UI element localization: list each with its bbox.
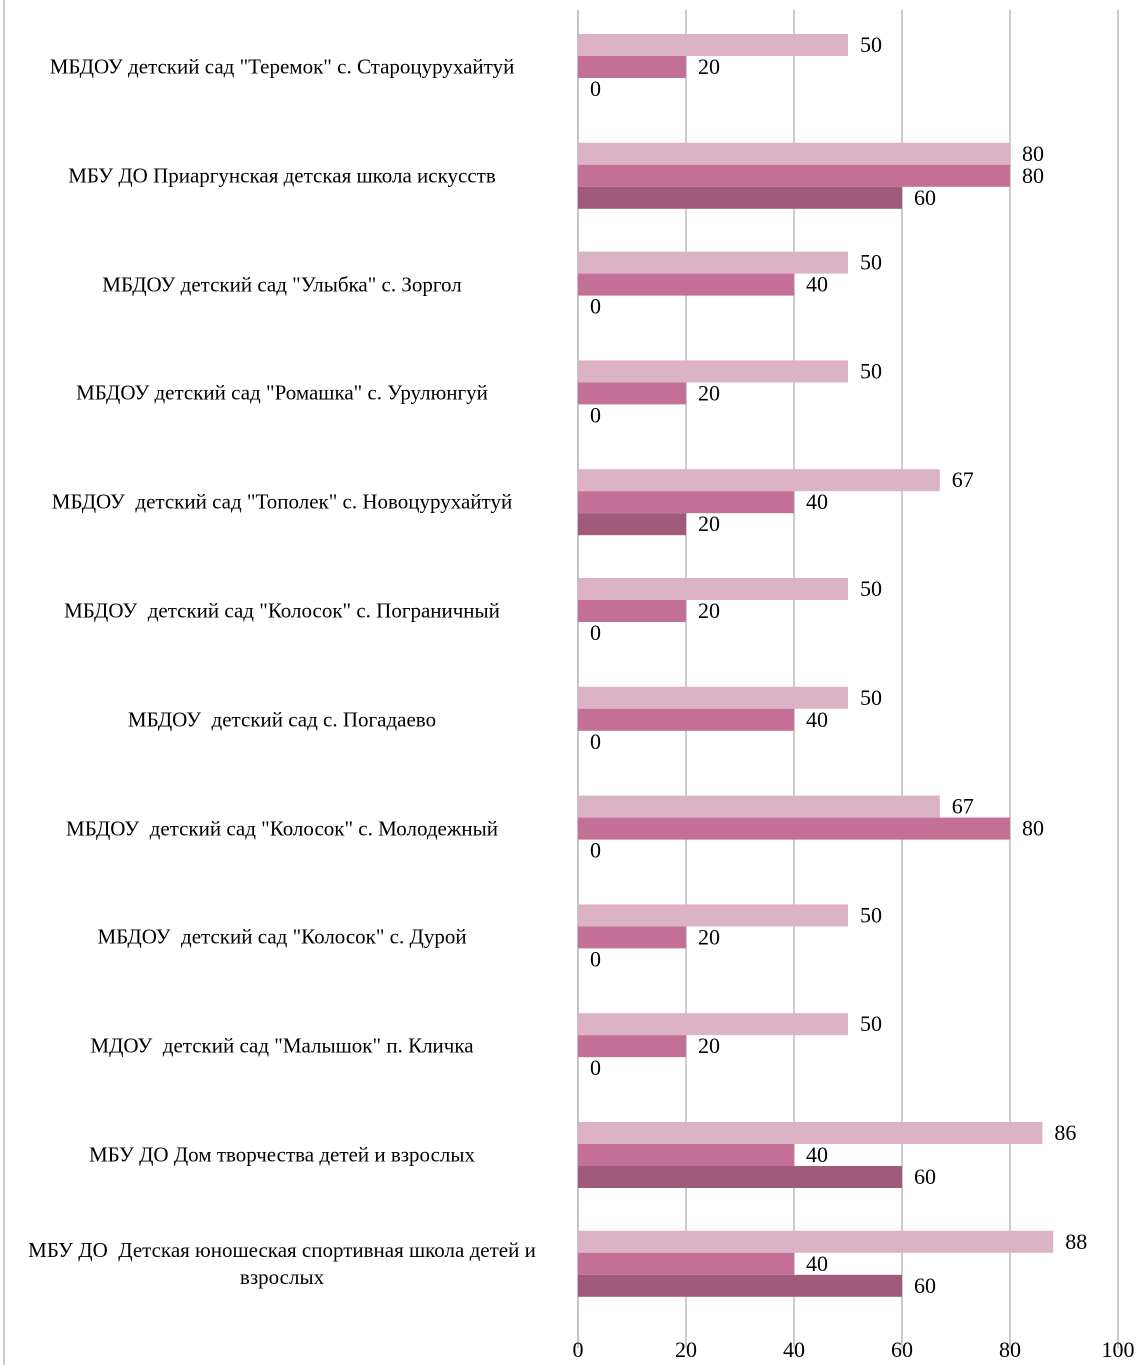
data-label: 40 <box>806 489 828 514</box>
x-tick-label: 80 <box>999 1337 1021 1362</box>
data-label: 0 <box>590 1055 601 1080</box>
data-label: 0 <box>590 946 601 971</box>
data-label: 20 <box>698 1033 720 1058</box>
bar <box>578 491 794 514</box>
bar <box>578 817 1010 840</box>
bar <box>578 708 794 731</box>
data-label: 50 <box>860 250 882 275</box>
data-label: 60 <box>914 1164 936 1189</box>
data-label: 40 <box>806 272 828 297</box>
data-label: 0 <box>590 620 601 645</box>
bar <box>578 1166 902 1188</box>
category-label: МБДОУ детский сад с. Погадаево <box>127 707 437 732</box>
category-label: МБУ ДО Детская юношеская спортивная школ… <box>28 1237 542 1289</box>
category-label: МБДОУ детский сад "Колосок" с. Дурой <box>97 924 467 949</box>
data-label: 20 <box>698 511 720 536</box>
bar <box>578 1122 1043 1144</box>
data-label: 0 <box>590 838 601 863</box>
bar <box>578 382 686 405</box>
bar <box>578 251 848 274</box>
data-label: 50 <box>860 32 882 57</box>
bar <box>578 1252 794 1275</box>
x-tick-label: 20 <box>675 1337 697 1362</box>
bar <box>578 142 1010 165</box>
x-tick-label: 60 <box>891 1337 913 1362</box>
bar <box>578 469 940 492</box>
data-label: 0 <box>590 76 601 101</box>
category-label: МБДОУ детский сад "Колосок" с. Пограничн… <box>64 598 500 623</box>
bar <box>578 164 1010 187</box>
data-label: 60 <box>914 1273 936 1298</box>
data-label: 40 <box>806 707 828 732</box>
data-label: 67 <box>952 794 974 819</box>
data-label: 20 <box>698 598 720 623</box>
data-label: 50 <box>860 576 882 601</box>
bar <box>578 186 902 209</box>
bar <box>578 360 848 383</box>
bar <box>578 795 940 818</box>
category-label: МБДОУ детский сад "Колосок" с. Молодежны… <box>66 816 498 841</box>
data-label: 80 <box>1022 163 1044 188</box>
data-label: 50 <box>860 685 882 710</box>
data-label: 80 <box>1022 816 1044 841</box>
data-label: 0 <box>590 402 601 427</box>
data-label: 20 <box>698 54 720 79</box>
data-label: 50 <box>860 1011 882 1036</box>
data-label: 20 <box>698 924 720 949</box>
bar <box>578 34 848 56</box>
data-label: 88 <box>1065 1229 1087 1254</box>
bar <box>578 1274 902 1297</box>
bar <box>578 1035 686 1058</box>
data-label: 20 <box>698 380 720 405</box>
data-label: 0 <box>590 729 601 754</box>
data-label: 50 <box>860 902 882 927</box>
data-label: 60 <box>914 185 936 210</box>
data-label: 80 <box>1022 141 1044 166</box>
data-label: 0 <box>590 294 601 319</box>
category-label: МДОУ детский сад "Малышок" п. Кличка <box>90 1033 474 1058</box>
data-label: 40 <box>806 1142 828 1167</box>
x-tick-label: 100 <box>1102 1337 1135 1362</box>
bar <box>578 1230 1054 1253</box>
bar <box>578 56 686 78</box>
category-label: МБУ ДО Приаргунская детская школа искусс… <box>68 163 496 188</box>
data-label: 40 <box>806 1251 828 1276</box>
data-label: 67 <box>952 467 974 492</box>
bar <box>578 600 686 622</box>
category-label: МБДОУ детский сад "Улыбка" с. Зоргол <box>102 272 462 297</box>
category-label: МБДОУ детский сад "Тополек" с. Новоцурух… <box>51 489 513 514</box>
bar <box>578 273 794 296</box>
category-label: МБДОУ детский сад "Теремок" с. Староцуру… <box>49 54 515 79</box>
category-label: МБУ ДО Дом творчества детей и взрослых <box>89 1142 475 1167</box>
bar <box>578 1013 848 1036</box>
data-label: 86 <box>1054 1120 1076 1145</box>
bar <box>578 513 686 536</box>
bar <box>578 686 848 709</box>
bar <box>578 578 848 600</box>
x-tick-label: 40 <box>783 1337 805 1362</box>
bar <box>578 1144 794 1166</box>
data-label: 50 <box>860 358 882 383</box>
x-tick-label: 0 <box>573 1337 584 1362</box>
category-label: МБДОУ детский сад "Ромашка" с. Урулюнгуй <box>76 380 488 405</box>
bar <box>578 904 848 927</box>
bar <box>578 926 686 949</box>
